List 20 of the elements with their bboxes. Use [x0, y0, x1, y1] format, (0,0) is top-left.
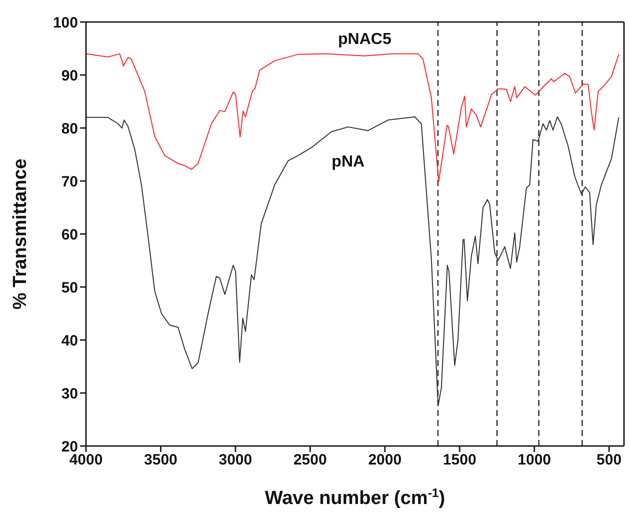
x-tick-label: 3000	[218, 452, 252, 469]
x-tick-label: 2500	[293, 452, 327, 469]
y-tick-label: 60	[61, 226, 78, 244]
x-tick-label: 1000	[518, 452, 552, 469]
series-label: pNA	[332, 153, 366, 170]
y-tick-label: 50	[61, 279, 78, 296]
y-tick-label: 40	[61, 332, 78, 350]
y-tick-label: 100	[52, 14, 78, 32]
y-axis-title: % Transmittance	[10, 158, 31, 310]
x-tick-label: 1500	[442, 452, 476, 469]
y-tick-label: 90	[61, 67, 78, 84]
x-axis-title: Wave number (cm$^{-1}$)	[264, 486, 446, 509]
x-tick-label: 500	[596, 452, 622, 469]
x-tick-label: 3500	[144, 452, 178, 469]
series-label: pNAC5	[338, 30, 392, 48]
y-tick-label: 70	[61, 173, 78, 190]
y-tick-label: 80	[61, 120, 78, 138]
x-tick-label: 2000	[368, 452, 402, 469]
y-tick-label: 30	[61, 385, 78, 402]
line-series	[86, 53, 620, 182]
